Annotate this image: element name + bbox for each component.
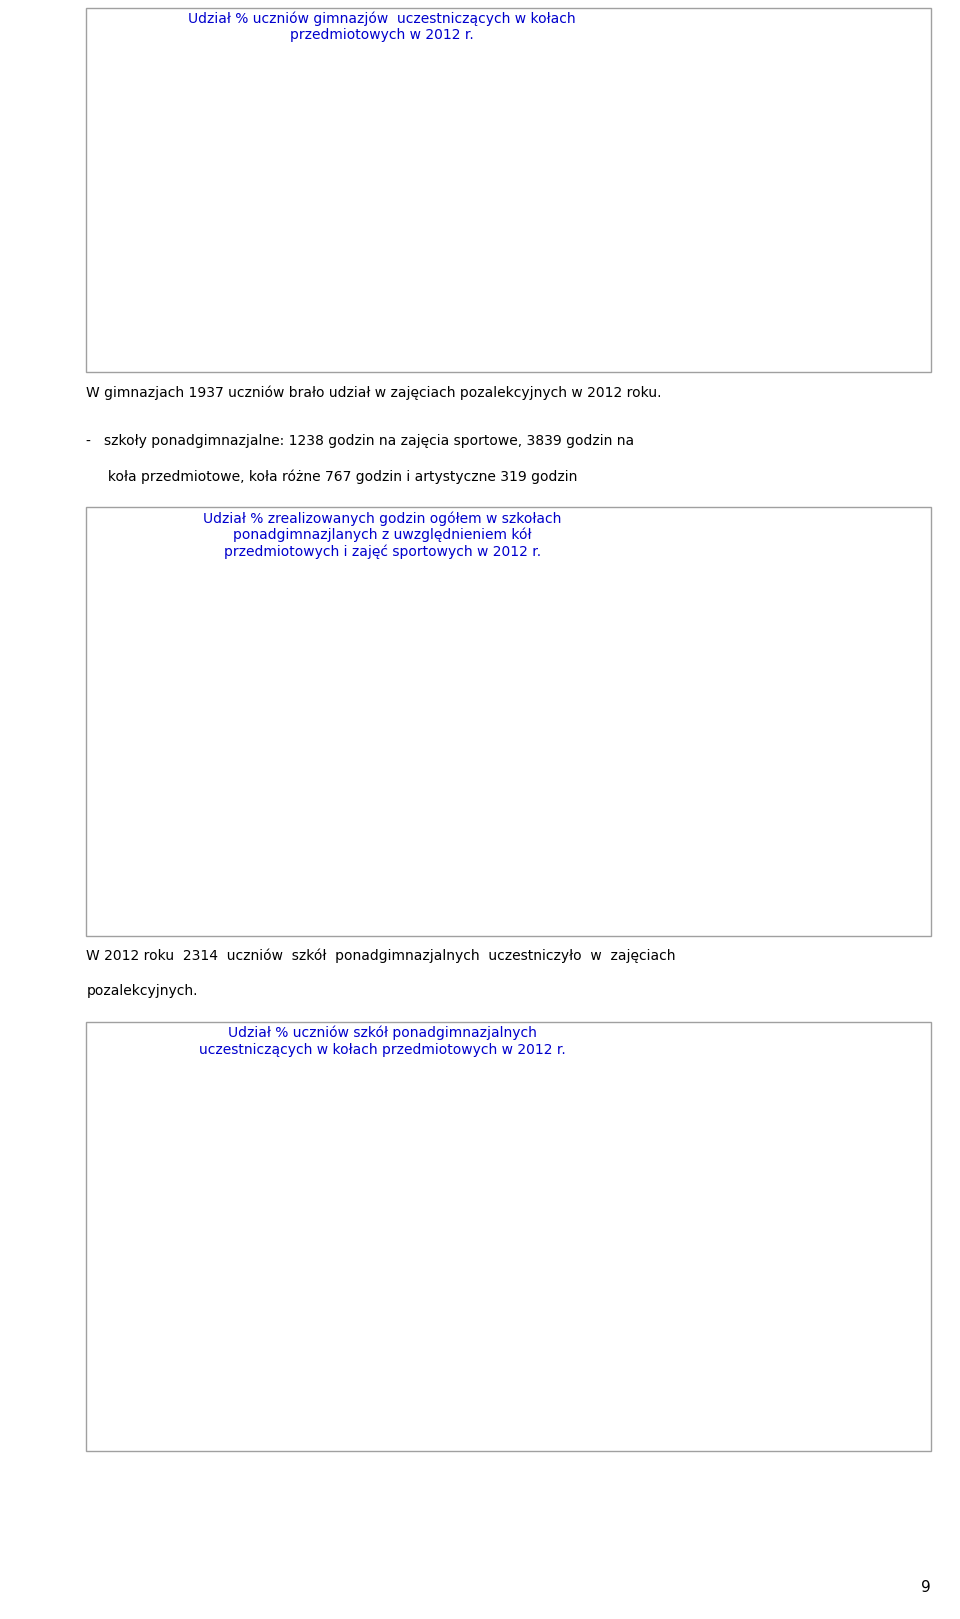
Text: 61%: 61% xyxy=(213,750,241,763)
Legend: Koła przedmiotowe, Koła różne, Zespoły artystyczne, Sportowe, Inne: Koła przedmiotowe, Koła różne, Zespoły a… xyxy=(574,1182,731,1290)
Text: W 2012 roku  2314  uczniów  szkół  ponadgimnazjalnych  uczestniczyło  w  zajęcia: W 2012 roku 2314 uczniów szkół ponadgimn… xyxy=(86,949,676,963)
Wedge shape xyxy=(328,194,466,330)
Legend: Koła przedmiotowe, Koła różne, Zespoły artystyczne, Sportowe, Inne: Koła przedmiotowe, Koła różne, Zespoły a… xyxy=(574,667,731,776)
Text: Udział % uczniów szkół ponadgimnazjalnych
uczestniczących w kołach przedmiotowyc: Udział % uczniów szkół ponadgimnazjalnyc… xyxy=(199,1026,565,1057)
Wedge shape xyxy=(331,690,496,742)
Text: 9: 9 xyxy=(922,1580,931,1595)
Text: -   szkoły ponadgimnazjalne: 1238 godzin na zajęcia sportowe, 3839 godzin na: - szkoły ponadgimnazjalne: 1238 godzin n… xyxy=(86,434,635,448)
Text: 11%: 11% xyxy=(411,1227,439,1240)
Text: 7%: 7% xyxy=(332,99,352,112)
Text: 54%: 54% xyxy=(207,1242,235,1255)
Text: 12%: 12% xyxy=(398,764,426,777)
Text: 42%: 42% xyxy=(225,162,252,175)
Legend: Koła przedmiotowe, Koła różne, Zespoły artystyczne, Sportowe, Inne: Koła przedmiotowe, Koła różne, Zespoły a… xyxy=(574,136,731,244)
Wedge shape xyxy=(328,1067,481,1229)
Wedge shape xyxy=(324,44,384,183)
Text: 18%: 18% xyxy=(372,243,400,256)
Wedge shape xyxy=(324,549,354,712)
Text: W gimnazjach 1937 uczniów brało udział w zajęciach pozalekcyjnych w 2012 roku.: W gimnazjach 1937 uczniów brało udział w… xyxy=(86,385,661,400)
Text: 2%: 2% xyxy=(320,1128,339,1141)
Wedge shape xyxy=(158,557,428,886)
Text: 3%: 3% xyxy=(323,614,343,627)
Text: 12%: 12% xyxy=(299,270,326,283)
Wedge shape xyxy=(328,1242,485,1402)
Text: 21%: 21% xyxy=(386,144,414,157)
Wedge shape xyxy=(183,50,323,312)
Wedge shape xyxy=(331,1175,496,1287)
Wedge shape xyxy=(328,554,491,716)
Text: 5%: 5% xyxy=(415,712,435,725)
Text: 19%: 19% xyxy=(381,643,409,656)
Wedge shape xyxy=(324,1064,344,1227)
Text: pozalekcyjnych.: pozalekcyjnych. xyxy=(86,984,198,999)
Wedge shape xyxy=(254,198,357,337)
Text: 16%: 16% xyxy=(379,1303,407,1318)
Text: 17%: 17% xyxy=(372,1149,399,1162)
Wedge shape xyxy=(329,60,469,214)
Text: Udział % zrealizowanych godzin ogółem w szkołach
ponadgimnazjlanych z uwzględnie: Udział % zrealizowanych godzin ogółem w … xyxy=(203,512,562,559)
Text: koła przedmiotowe, koła różne 767 godzin i artystyczne 319 godzin: koła przedmiotowe, koła różne 767 godzin… xyxy=(86,470,578,484)
Wedge shape xyxy=(158,1072,364,1400)
Text: Udział % uczniów gimnazjów  uczestniczących w kołach
przedmiotowych w 2012 r.: Udział % uczniów gimnazjów uczestniczący… xyxy=(188,11,576,42)
Wedge shape xyxy=(330,725,493,852)
